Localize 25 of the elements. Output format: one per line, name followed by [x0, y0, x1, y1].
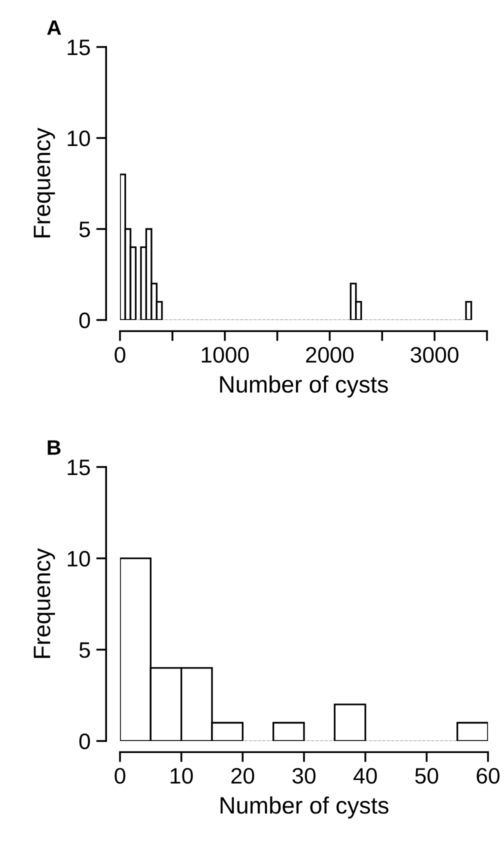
x-tick-label: 0 — [114, 346, 126, 363]
y-tick-label: 15 — [68, 40, 90, 56]
x-tick-label: 1000 — [202, 346, 249, 363]
x-tick-label: 60 — [476, 768, 500, 784]
y-axis-title: Frequency — [34, 548, 56, 658]
y-tick-label: 0 — [79, 734, 90, 750]
x-tick-label: 30 — [292, 768, 316, 784]
y-tick-label: 15 — [68, 460, 90, 476]
y-tick-label: 5 — [79, 642, 90, 658]
x-tick-label: 20 — [231, 768, 254, 784]
y-tick-label: 0 — [79, 312, 90, 328]
x-tick-label: 0 — [114, 768, 126, 784]
y-tick-label: 10 — [68, 550, 90, 567]
chart-title: A — [47, 20, 62, 35]
y-tick-label: 5 — [79, 222, 90, 238]
x-tick-label: 3000 — [410, 346, 458, 363]
y-axis-title: Frequency — [34, 128, 56, 238]
y-tick-label: 10 — [68, 130, 90, 146]
x-tick-label: 50 — [415, 768, 438, 784]
x-tick-label: 40 — [353, 768, 377, 784]
x-tick-label: 10 — [170, 768, 193, 784]
x-tick-label: 2000 — [306, 346, 354, 363]
x-axis-title: Number of cysts — [220, 796, 388, 818]
x-axis-title: Number of cysts — [220, 375, 388, 398]
chart-title: B — [48, 440, 60, 455]
